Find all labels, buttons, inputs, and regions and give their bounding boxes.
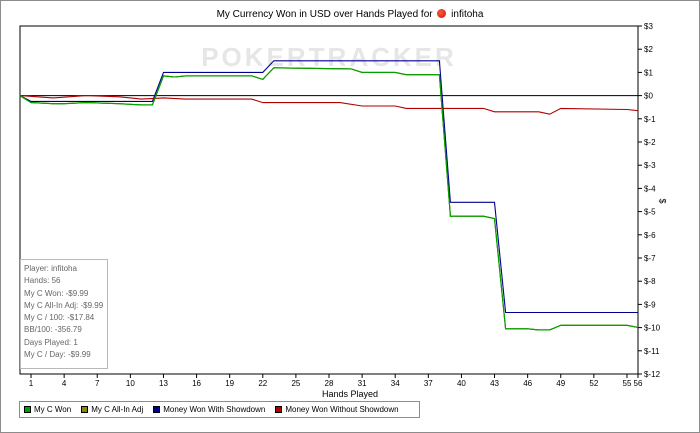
- x-tick-label: 10: [126, 379, 135, 388]
- plot-border: [19, 25, 639, 375]
- legend-swatch: [24, 406, 31, 413]
- pokertracker-icon: [437, 9, 447, 18]
- x-tick-label: 16: [192, 379, 201, 388]
- series-line-money-won-without-showdown: [19, 95, 639, 115]
- x-tick-label: 56: [634, 379, 643, 388]
- y-tick-label: $-9: [644, 300, 656, 309]
- stats-line: My C / 100: -$17.84: [24, 313, 95, 323]
- x-tick-label: 7: [95, 379, 100, 388]
- x-axis-label: Hands Played: [321, 389, 379, 399]
- x-tick-label: 25: [291, 379, 300, 388]
- x-tick-label: 28: [325, 379, 334, 388]
- y-tick-label: $-1: [644, 115, 656, 124]
- y-tick-label: $-2: [644, 138, 656, 147]
- y-tick-label: $-11: [644, 347, 660, 356]
- y-tick-label: $-5: [644, 208, 656, 217]
- x-tick-label: 34: [391, 379, 400, 388]
- y-tick-label: $2: [644, 45, 653, 54]
- stats-line: Hands: 56: [24, 276, 61, 286]
- legend-label: My C Won: [34, 405, 72, 414]
- y-axis-label: $: [657, 198, 668, 204]
- x-tick-label: 43: [490, 379, 499, 388]
- stats-line: Days Played: 1: [24, 337, 78, 347]
- y-tick-label: $3: [644, 22, 653, 31]
- legend-swatch: [153, 406, 161, 413]
- y-tick-label: $-12: [644, 370, 661, 379]
- watermark: POKERTRACKER: [201, 42, 457, 72]
- x-tick-label: 31: [358, 379, 367, 388]
- legend-item: My C Won: [24, 405, 71, 414]
- legend-swatch: [275, 406, 283, 413]
- x-tick-label: 37: [424, 379, 433, 388]
- y-tick-label: $-3: [644, 161, 656, 170]
- stats-line: My C Won: -$9.99: [24, 288, 89, 298]
- title-prefix: My Currency Won in USD over Hands Played…: [216, 9, 433, 20]
- x-tick-label: 19: [225, 379, 234, 388]
- x-tick-label: 55: [623, 379, 632, 388]
- x-tick-label: 49: [556, 379, 565, 388]
- y-tick-label: $-10: [644, 324, 661, 333]
- chart-legend: My C Won My C All-In Adj Money Won With Sh…: [19, 401, 420, 418]
- series-line-money-won-with-showdown: [19, 60, 638, 314]
- x-tick-label: 40: [457, 379, 466, 388]
- x-tick-label: 46: [523, 379, 532, 388]
- stats-line: BB/100: -356.79: [24, 325, 82, 335]
- x-tick-label: 4: [62, 379, 67, 388]
- y-tick-label: $-7: [644, 254, 656, 263]
- legend-item: My C All-In Adj: [81, 405, 143, 414]
- stats-line: My C All-In Adj: -$9.99: [24, 300, 104, 310]
- stats-line: Player: infitoha: [24, 264, 77, 273]
- y-tick-label: $1: [644, 68, 653, 77]
- legend-label: Money Won With Showdown: [163, 405, 266, 414]
- chart-title: My Currency Won in USD over Hands Played…: [0, 9, 700, 20]
- legend-item: Money Won With Showdown: [153, 405, 265, 414]
- stats-box: Player: infitoha Hands: 56 My C Won: -$9.9…: [20, 259, 108, 369]
- series-line-my-c-won-overlay: [19, 67, 639, 331]
- legend-label: My C All-In Adj: [91, 405, 144, 414]
- legend-item: Money Won Without Showdown: [275, 405, 399, 414]
- x-tick-label: 22: [258, 379, 267, 388]
- y-tick-label: $-4: [644, 184, 656, 193]
- x-tick-label: 52: [589, 379, 598, 388]
- title-player: infitoha: [451, 9, 484, 20]
- stats-line: My C / Day: -$9.99: [24, 350, 91, 360]
- x-tick-label: 13: [159, 379, 168, 388]
- y-tick-label: $-8: [644, 277, 656, 286]
- legend-label: Money Won Without Showdown: [285, 405, 399, 414]
- x-tick-label: 1: [29, 379, 34, 388]
- legend-swatch: [81, 406, 89, 413]
- y-tick-label: $0: [644, 92, 653, 101]
- y-tick-label: $-6: [644, 231, 656, 240]
